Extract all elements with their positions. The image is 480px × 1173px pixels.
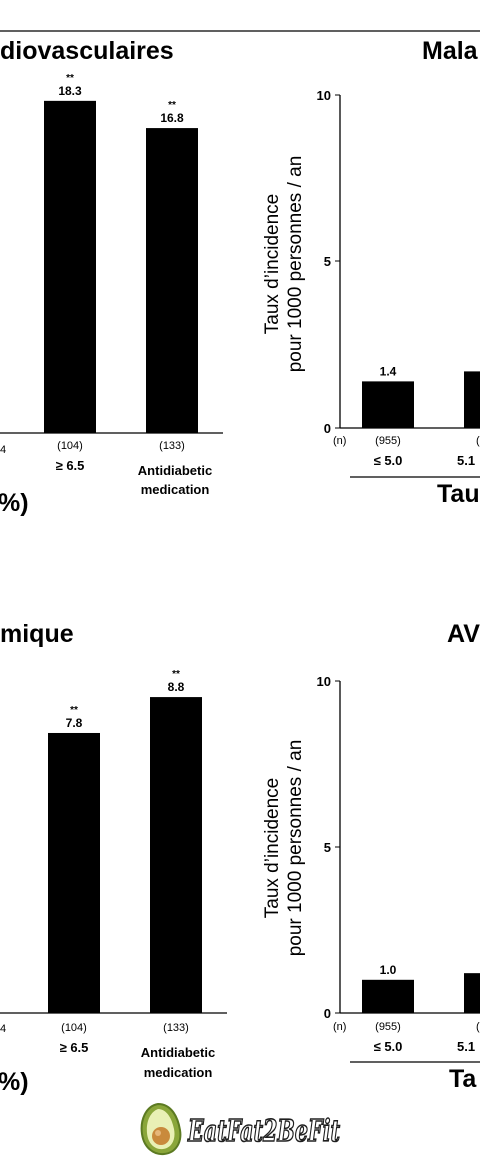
panel-2-cat-1: 5.1 (457, 453, 475, 468)
panel-3-significance-1: ** (70, 705, 78, 716)
panel-2-n-label-1: ( (476, 435, 480, 447)
panel-2: Mala Taux d’incidence pour 1000 personne… (262, 37, 480, 508)
logo-mark-icon: EatFat2BeFit (140, 1102, 341, 1156)
panel-2-n-label-0: (955) (375, 435, 401, 447)
panel-2-ylabel-line2: pour 1000 personnes / an (285, 156, 306, 373)
panel-4-ytick-5: 5 (324, 840, 331, 855)
panel-3-significance-2: ** (172, 669, 180, 680)
panel-4-title: AV (447, 620, 480, 648)
panel-1-bars: 18.3**16.8** (44, 73, 198, 433)
panel-3-cat-2-line2: medication (144, 1065, 213, 1080)
panel-1-cat-1: ≥ 6.5 (56, 458, 85, 473)
panel-2-n-prefix: (n) (333, 435, 346, 447)
panel-2-ytick-0: 0 (324, 421, 331, 436)
panel-4-x-fragment: Ta (449, 1065, 477, 1093)
panel-3-title: mique (0, 620, 74, 648)
figure: diovasculaires 4 (104) (133) ≥ 6.5 Antid… (0, 30, 480, 1096)
panel-4-ytick-10: 10 (317, 674, 331, 689)
panel-1-n-label-2: (133) (159, 440, 185, 452)
panel-2-ylabel-line1: Taux d’incidence (262, 194, 283, 334)
panel-3-bar-1 (48, 732, 100, 1013)
panel-4: AV Taux d’incidence pour 1000 personnes … (262, 620, 480, 1093)
panel-3-value-label-2: 8.8 (168, 680, 185, 694)
panel-4-value-label-0: 1.0 (380, 963, 397, 977)
panel-1-cat-2-line2: medication (141, 482, 210, 497)
panel-1-value-label-2: 16.8 (160, 111, 184, 125)
panel-1-bar-1 (44, 100, 96, 433)
eatfat2befit-logo: EatFat2BeFit (136, 1100, 346, 1158)
panel-2-value-label-0: 1.4 (380, 364, 397, 378)
panel-4-ytick-0: 0 (324, 1006, 331, 1021)
panel-3-x-fragment: %) (0, 1068, 29, 1096)
panel-2-bar-0 (362, 381, 414, 428)
panel-4-cat-0: ≤ 5.0 (374, 1039, 403, 1054)
panel-3: mique 4 (104) (133) ≥ 6.5 Antidiabetic m… (0, 620, 227, 1096)
panel-3-bar-2 (150, 697, 202, 1013)
panel-1-value-label-1: 18.3 (58, 84, 82, 98)
panel-1-significance-2: ** (168, 100, 176, 111)
panel-2-x-fragment: Tau (437, 480, 480, 508)
panel-4-n-label-0: (955) (375, 1021, 401, 1033)
charts-canvas: diovasculaires 4 (104) (133) ≥ 6.5 Antid… (0, 30, 480, 1096)
panel-4-bar-0 (362, 979, 414, 1013)
panel-2-ytick-5: 5 (324, 254, 331, 269)
panel-2-title: Mala (422, 37, 479, 65)
panel-2-bar-1 (464, 371, 480, 428)
panel-2-cat-0: ≤ 5.0 (374, 453, 403, 468)
panel-4-n-prefix: (n) (333, 1021, 346, 1033)
panel-3-n-label-0: 4 (0, 1023, 6, 1035)
panel-4-n-label-1: ( (476, 1021, 480, 1033)
panel-1-cat-2-line1: Antidiabetic (138, 463, 212, 478)
panel-1: diovasculaires 4 (104) (133) ≥ 6.5 Antid… (0, 37, 223, 517)
panel-3-bars: 7.8**8.8** (48, 669, 202, 1013)
panel-1-n-label-1: (104) (57, 440, 83, 452)
panel-3-cat-2-line1: Antidiabetic (141, 1045, 215, 1060)
panel-4-ylabel-line1: Taux d’incidence (262, 778, 283, 918)
panel-4-bar-1 (464, 973, 480, 1013)
panel-1-title: diovasculaires (0, 37, 174, 65)
panel-2-bars: 1.4 (362, 364, 480, 428)
panel-1-bar-2 (146, 128, 198, 433)
panel-3-cat-1: ≥ 6.5 (60, 1040, 89, 1055)
panel-4-bars: 1.0 (362, 963, 480, 1013)
svg-text:EatFat2BeFit: EatFat2BeFit (187, 1114, 340, 1149)
panel-4-cat-1: 5.1 (457, 1039, 475, 1054)
panel-3-n-label-1: (104) (61, 1022, 87, 1034)
panel-1-n-label-0: 4 (0, 444, 6, 456)
panel-4-ylabel-line2: pour 1000 personnes / an (285, 740, 306, 957)
panel-3-n-label-2: (133) (163, 1022, 189, 1034)
panel-3-value-label-1: 7.8 (66, 716, 83, 730)
panel-1-significance-1: ** (66, 73, 74, 84)
panel-1-x-fragment: %) (0, 489, 29, 517)
panel-2-ytick-10: 10 (317, 88, 331, 103)
